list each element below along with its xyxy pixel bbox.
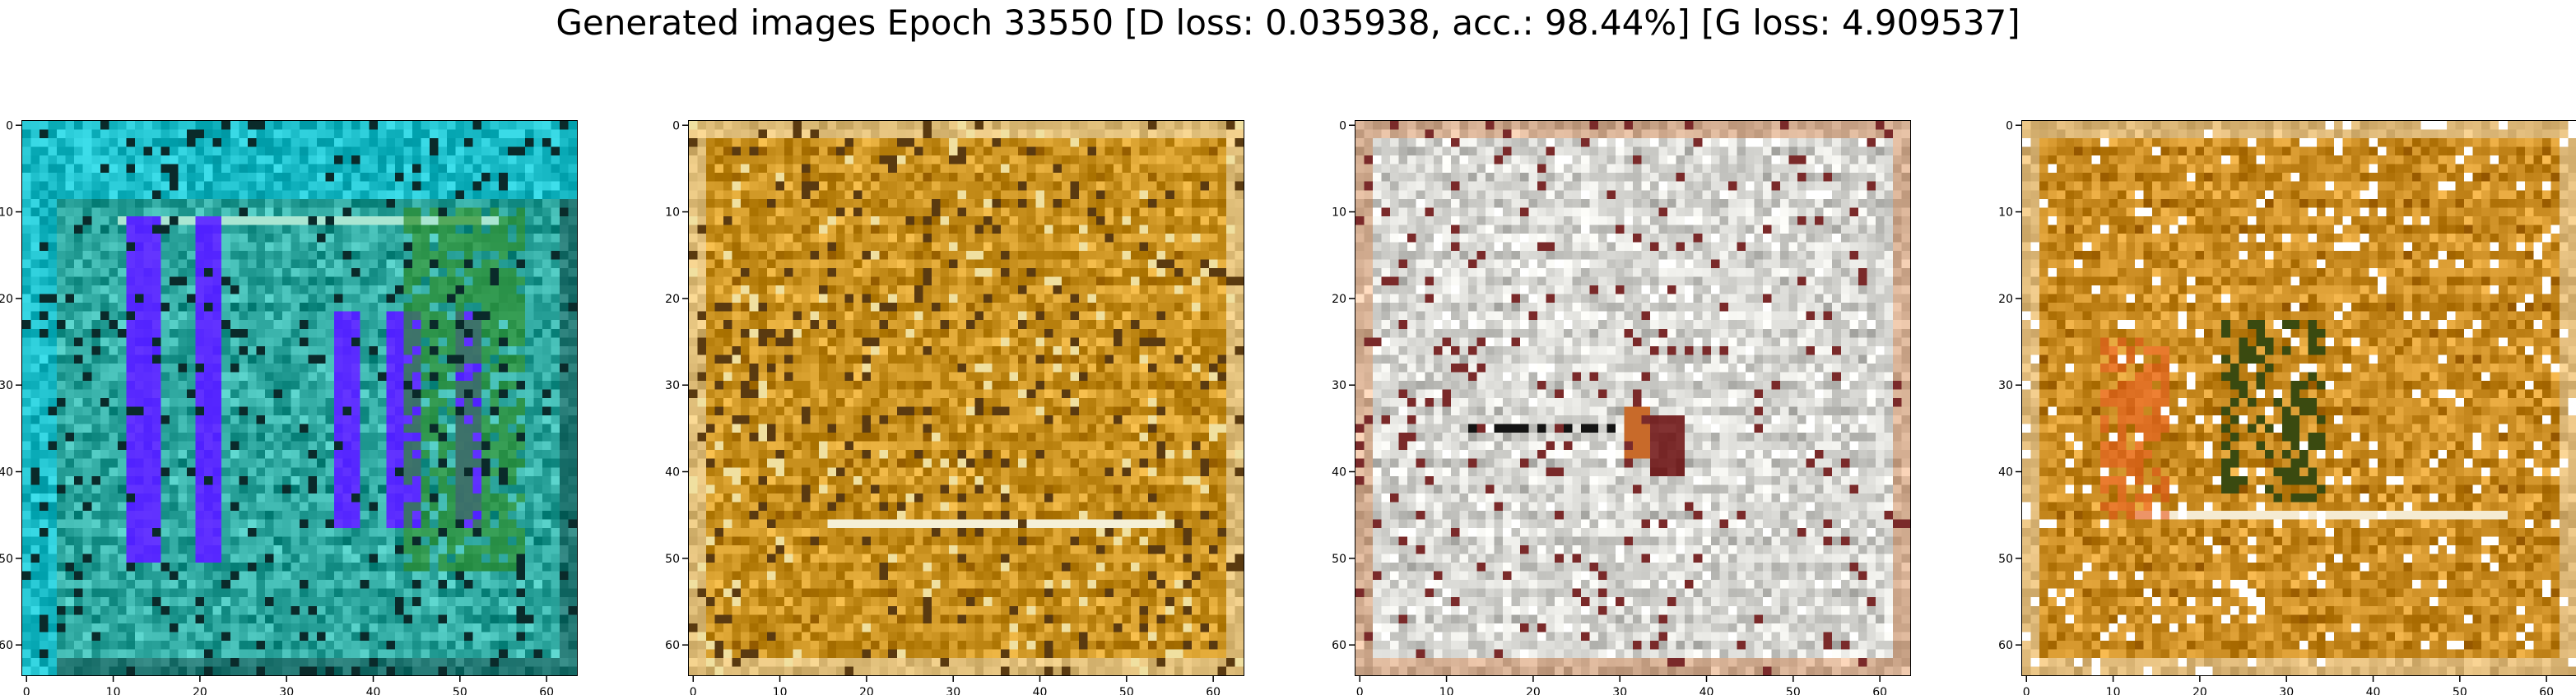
image-pixels <box>2021 120 2576 676</box>
y-tick-label: 0 <box>672 119 680 132</box>
generated-image-4: 0 10 20 30 40 50 60 0 10 20 30 40 50 60 <box>1998 119 2576 695</box>
x-tick-label: 30 <box>946 686 960 695</box>
x-tick-label: 60 <box>2539 686 2554 695</box>
x-tick-label: 50 <box>453 686 467 695</box>
y-tick-label: 30 <box>665 379 680 392</box>
generated-image-3: 0 10 20 30 40 50 60 0 10 20 30 40 50 60 <box>1332 119 1911 695</box>
y-tick-label: 10 <box>0 206 13 220</box>
x-tick-label: 20 <box>1526 686 1541 695</box>
y-tick-label: 20 <box>1998 293 2013 306</box>
x-tick-label: 10 <box>1439 686 1454 695</box>
image-pixels <box>1355 120 1911 676</box>
x-tick-label: 40 <box>1700 686 1714 695</box>
y-tick-label: 30 <box>1998 379 2013 392</box>
y-tick-label: 50 <box>665 553 680 566</box>
x-tick-label: 0 <box>23 686 30 695</box>
y-tick-label: 10 <box>1332 206 1346 220</box>
image-pixels <box>21 120 578 676</box>
y-tick-label: 20 <box>0 293 13 306</box>
y-tick-label: 0 <box>6 119 13 132</box>
y-tick-label: 60 <box>0 639 13 652</box>
x-tick-label: 30 <box>279 686 294 695</box>
axis-ticks: 0 10 20 30 40 50 60 0 10 20 30 40 50 60 <box>0 119 554 695</box>
y-tick-label: 50 <box>1998 553 2013 566</box>
y-tick-label: 0 <box>1339 119 1346 132</box>
x-tick-label: 60 <box>1872 686 1887 695</box>
y-tick-label: 50 <box>1332 553 1346 566</box>
y-tick-label: 40 <box>665 466 680 480</box>
y-tick-label: 10 <box>665 206 680 220</box>
y-tick-label: 40 <box>1998 466 2013 480</box>
image-pixels <box>688 120 1244 676</box>
axis-ticks: 0 10 20 30 40 50 60 0 10 20 30 40 50 60 <box>1332 119 1887 695</box>
axis-ticks: 0 10 20 30 40 50 60 0 10 20 30 40 50 60 <box>1998 119 2554 695</box>
x-tick-label: 0 <box>2023 686 2030 695</box>
x-tick-label: 50 <box>1786 686 1801 695</box>
y-tick-label: 60 <box>1332 639 1346 652</box>
y-tick-label: 10 <box>1998 206 2013 220</box>
y-tick-label: 60 <box>665 639 680 652</box>
x-tick-label: 30 <box>2279 686 2294 695</box>
x-tick-label: 10 <box>773 686 788 695</box>
x-tick-label: 60 <box>1206 686 1221 695</box>
y-tick-label: 40 <box>1332 466 1346 480</box>
axis-ticks: 0 10 20 30 40 50 60 0 10 20 30 40 50 60 <box>665 119 1221 695</box>
x-tick-label: 40 <box>2366 686 2381 695</box>
y-tick-label: 20 <box>1332 293 1346 306</box>
generated-image-1: 0 10 20 30 40 50 60 0 10 20 30 40 50 60 <box>0 119 578 695</box>
y-tick-label: 0 <box>2006 119 2013 132</box>
x-tick-label: 20 <box>193 686 207 695</box>
x-tick-label: 0 <box>690 686 697 695</box>
y-tick-label: 40 <box>0 466 13 480</box>
y-tick-label: 30 <box>1332 379 1346 392</box>
x-tick-label: 40 <box>1033 686 1048 695</box>
x-tick-label: 20 <box>859 686 874 695</box>
y-tick-label: 50 <box>0 553 13 566</box>
x-tick-label: 0 <box>1356 686 1364 695</box>
x-tick-label: 10 <box>106 686 121 695</box>
x-tick-label: 40 <box>366 686 381 695</box>
x-tick-label: 20 <box>2192 686 2207 695</box>
x-tick-label: 60 <box>539 686 554 695</box>
y-tick-label: 20 <box>665 293 680 306</box>
x-tick-label: 50 <box>1119 686 1134 695</box>
x-tick-label: 50 <box>2453 686 2467 695</box>
generated-image-2: 0 10 20 30 40 50 60 0 10 20 30 40 50 60 <box>665 119 1244 695</box>
y-tick-label: 30 <box>0 379 13 392</box>
x-tick-label: 30 <box>1612 686 1627 695</box>
x-tick-label: 10 <box>2106 686 2121 695</box>
figure-title: Generated images Epoch 33550 [D loss: 0.… <box>556 2 2020 43</box>
y-tick-label: 60 <box>1998 639 2013 652</box>
